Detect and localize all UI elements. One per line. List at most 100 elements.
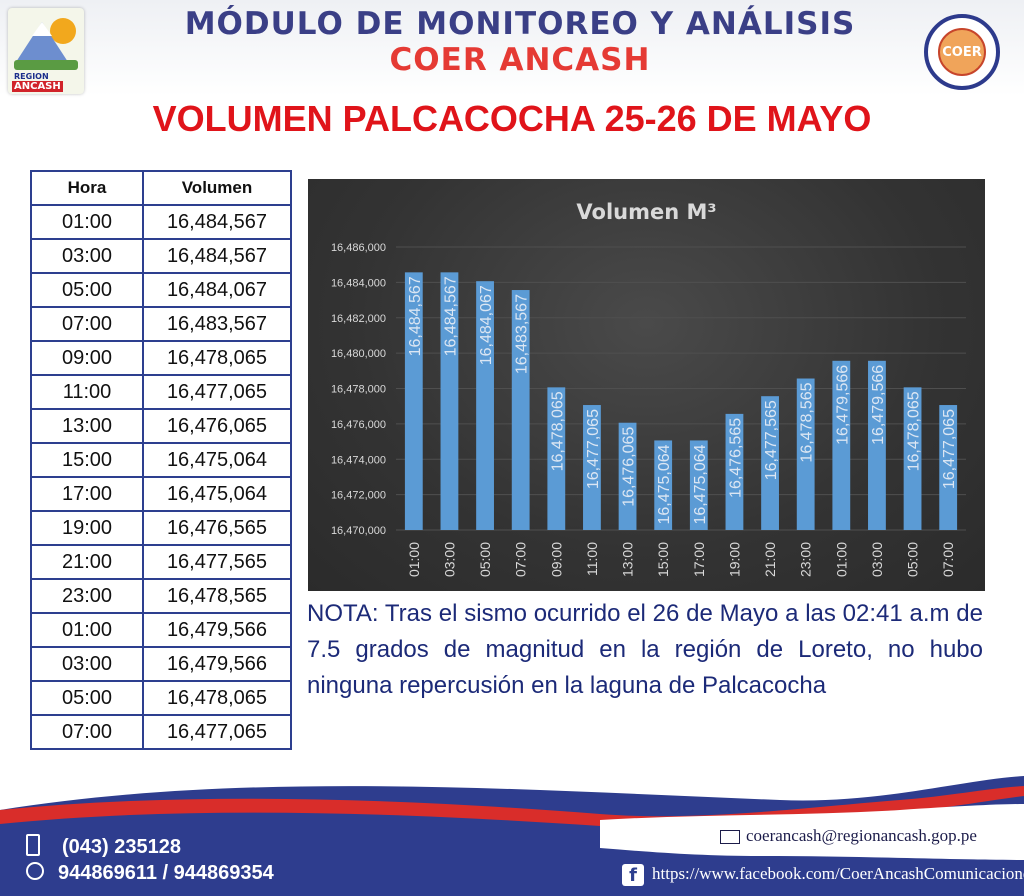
table-row: 01:00 16,479,566 — [30, 612, 292, 648]
bar-value-label: 16,476,565 — [727, 418, 744, 498]
x-tick-label: 05:00 — [477, 542, 493, 577]
hora-cell: 17:00 — [30, 476, 144, 512]
coer-logo: COER — [924, 14, 1000, 90]
y-tick-label: 16,474,000 — [331, 454, 386, 466]
volumen-cell: 16,478,065 — [142, 680, 292, 716]
table-row: 03:00 16,484,567 — [30, 238, 292, 274]
chart-svg: Volumen M³ 16,470,000 16,472,000 16,474,000… — [331, 200, 966, 577]
volumen-cell: 16,476,565 — [142, 510, 292, 546]
footer: (043) 235128 944869611 / 944869354 coera… — [0, 770, 1024, 896]
bar-value-label: 16,484,567 — [407, 276, 424, 356]
bar — [440, 272, 459, 530]
y-tick-label: 16,470,000 — [331, 525, 386, 537]
y-tick-label: 16,472,000 — [331, 490, 386, 502]
bar-value-label: 16,475,064 — [692, 444, 709, 524]
facebook-link[interactable]: https://www.facebook.com/CoerAncashComun… — [652, 864, 1024, 883]
x-tick-label: 03:00 — [869, 542, 885, 577]
bar-value-label: 16,478,065 — [549, 391, 566, 471]
bar — [939, 405, 958, 530]
mail-icon — [720, 830, 740, 844]
x-tick-label: 07:00 — [513, 542, 529, 577]
x-tick-label: 03:00 — [441, 542, 457, 577]
table-row: 09:00 16,478,065 — [30, 340, 292, 376]
bar — [654, 440, 673, 530]
table-row: 21:00 16,477,565 — [30, 544, 292, 580]
hora-cell: 11:00 — [30, 374, 144, 410]
hora-cell: 23:00 — [30, 578, 144, 614]
volumen-cell: 16,475,064 — [142, 476, 292, 512]
x-tick-label: 07:00 — [940, 542, 956, 577]
chart-title: Volumen M³ — [576, 200, 716, 224]
table-row: 11:00 16,477,065 — [30, 374, 292, 410]
x-tick-label: 23:00 — [798, 542, 814, 577]
hora-cell: 07:00 — [30, 714, 144, 750]
bar-value-label: 16,484,067 — [478, 285, 495, 365]
volumen-cell: 16,479,566 — [142, 646, 292, 682]
x-tick-label: 05:00 — [905, 542, 921, 577]
table-body: 01:00 16,484,567 03:00 16,484,567 05:00 16,48… — [30, 204, 292, 750]
x-tick-label: 15:00 — [655, 542, 671, 577]
table-row: 07:00 16,477,065 — [30, 714, 292, 750]
bar-value-label: 16,479,566 — [870, 365, 887, 445]
x-tick-label: 01:00 — [406, 542, 422, 577]
facebook-icon: f — [622, 864, 644, 886]
bar — [868, 360, 886, 530]
bar — [725, 413, 744, 530]
whatsapp-numbers: 944869611 / 944869354 — [58, 862, 274, 884]
table-row: 19:00 16,476,565 — [30, 510, 292, 546]
email-link[interactable]: coerancash@regionancash.gop.pe — [746, 826, 977, 845]
hora-cell: 05:00 — [30, 272, 144, 308]
volumen-cell: 16,484,067 — [142, 272, 292, 308]
header-hora: Hora — [30, 170, 144, 206]
bar — [404, 272, 423, 530]
y-tick-label: 16,486,000 — [331, 242, 386, 254]
volumen-cell: 16,478,565 — [142, 578, 292, 614]
table-row: 01:00 16,484,567 — [30, 204, 292, 240]
y-tick-label: 16,476,000 — [331, 419, 386, 431]
bar-value-label: 16,477,065 — [585, 409, 602, 489]
page-title: VOLUMEN PALCACOCHA 25-26 DE MAYO — [152, 98, 872, 139]
volume-chart: Volumen M³ 16,470,000 16,472,000 16,474,000… — [308, 179, 985, 591]
bar-value-label: 16,476,065 — [621, 427, 638, 507]
bar — [618, 422, 637, 530]
table-row: 05:00 16,478,065 — [30, 680, 292, 716]
table-row: 13:00 16,476,065 — [30, 408, 292, 444]
hora-cell: 15:00 — [30, 442, 144, 478]
volumen-cell: 16,477,065 — [142, 714, 292, 750]
logo-text-region: REGION — [14, 72, 49, 81]
bar — [583, 405, 601, 530]
bar — [796, 378, 815, 530]
hora-cell: 19:00 — [30, 510, 144, 546]
hora-cell: 01:00 — [30, 612, 144, 648]
logo-text-ancash: ANCASH — [12, 81, 63, 92]
x-tick-label: 19:00 — [726, 542, 742, 577]
x-tick-label: 11:00 — [584, 542, 600, 576]
volumen-cell: 16,483,567 — [142, 306, 292, 342]
x-tick-label: 09:00 — [548, 542, 564, 577]
bar-value-label: 16,484,567 — [442, 276, 459, 356]
x-tick-label: 21:00 — [762, 542, 778, 577]
x-tick-label: 13:00 — [620, 542, 636, 577]
bar-value-label: 16,483,567 — [514, 294, 531, 374]
bar — [547, 387, 566, 530]
hora-cell: 13:00 — [30, 408, 144, 444]
table-row: 17:00 16,475,064 — [30, 476, 292, 512]
bar-value-label: 16,477,065 — [941, 409, 958, 489]
table-row: 03:00 16,479,566 — [30, 646, 292, 682]
bar — [476, 281, 494, 530]
bar-value-label: 16,475,064 — [656, 444, 673, 524]
x-tick-label: 01:00 — [833, 542, 849, 577]
phone-icon — [26, 834, 40, 856]
volumen-cell: 16,477,065 — [142, 374, 292, 410]
footer-wave — [0, 776, 1024, 896]
bar — [511, 290, 530, 530]
y-tick-label: 16,480,000 — [331, 348, 386, 360]
volumen-cell: 16,476,065 — [142, 408, 292, 444]
bar — [761, 396, 779, 530]
table-row: 05:00 16,484,067 — [30, 272, 292, 308]
volumen-cell: 16,479,566 — [142, 612, 292, 648]
bar-value-label: 16,479,566 — [834, 365, 851, 445]
y-tick-label: 16,484,000 — [331, 277, 386, 289]
module-subtitle: COER ANCASH — [389, 42, 651, 78]
table-row: 23:00 16,478,565 — [30, 578, 292, 614]
